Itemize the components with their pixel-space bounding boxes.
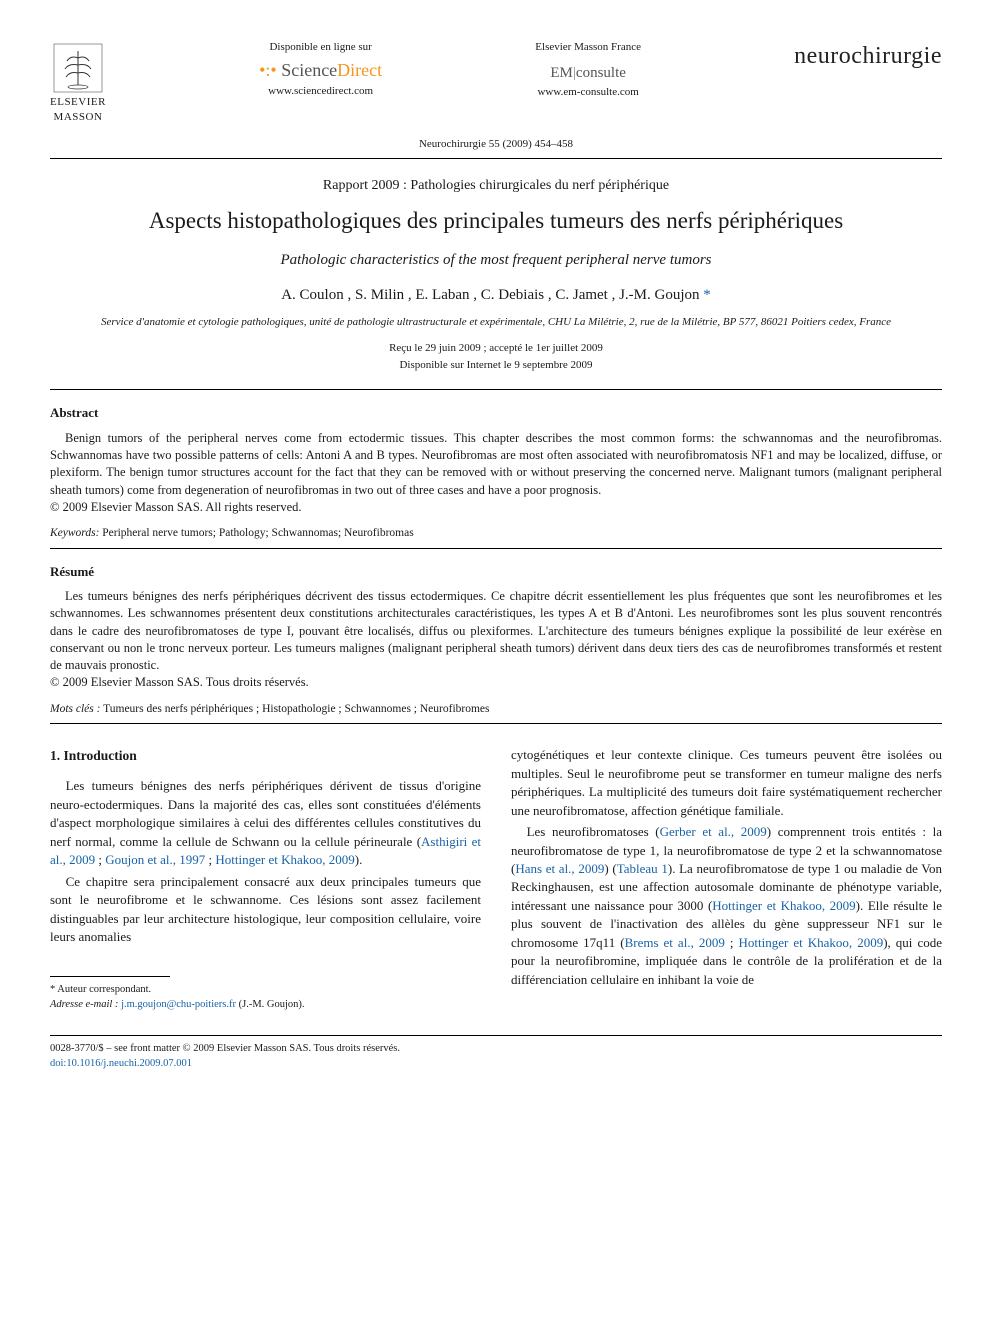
emconsulte-block: Elsevier Masson France EM|consulte www.e… <box>535 40 641 100</box>
top-rule <box>50 158 942 159</box>
sciencedirect-url: www.sciencedirect.com <box>259 84 382 99</box>
authors-names: A. Coulon , S. Milin , E. Laban , C. Deb… <box>281 287 699 303</box>
keywords-fr-list: Tumeurs des nerfs périphériques ; Histop… <box>100 703 489 715</box>
sd-dots-icon: •:• <box>259 60 277 80</box>
doi-link[interactable]: doi:10.1016/j.neuchi.2009.07.001 <box>50 1058 192 1069</box>
email-label: Adresse e-mail : <box>50 999 118 1010</box>
keywords-en-list: Peripheral nerve tumors; Pathology; Schw… <box>99 527 413 539</box>
emconsulte-logo: EM|consulte <box>535 63 641 83</box>
keywords-fr: Mots clés : Tumeurs des nerfs périphériq… <box>50 702 942 718</box>
abs-bottom-rule <box>50 723 942 724</box>
corresponding-footnote: * Auteur correspondant. Adresse e-mail :… <box>50 983 481 1012</box>
intro-p3: cytogénétiques et leur contexte clinique… <box>511 746 942 820</box>
intro-p2: Ce chapitre sera principalement consacré… <box>50 873 481 947</box>
corresponding-mark: * <box>700 287 711 303</box>
em-word1: EM <box>550 65 573 81</box>
received-accepted: Reçu le 29 juin 2009 ; accepté le 1er ju… <box>50 340 942 357</box>
corr-email-line: Adresse e-mail : j.m.goujon@chu-poitiers… <box>50 998 481 1013</box>
cite-brems[interactable]: Brems et al., 2009 <box>625 935 725 950</box>
article-body-columns: 1. Introduction Les tumeurs bénignes des… <box>50 746 942 1013</box>
cite-gerber[interactable]: Gerber et al., 2009 <box>660 824 767 839</box>
right-column: cytogénétiques et leur contexte clinique… <box>511 746 942 1013</box>
abstract-fr-copyright: © 2009 Elsevier Masson SAS. Tous droits … <box>50 674 942 691</box>
elsevier-masson-logo: ELSEVIER MASSON <box>50 40 106 125</box>
abstract-en-body: Benign tumors of the peripheral nerves c… <box>50 430 942 516</box>
abstract-en-text: Benign tumors of the peripheral nerves c… <box>50 430 942 499</box>
citation-line: Neurochirurgie 55 (2009) 454–458 <box>50 137 942 152</box>
article-dates: Reçu le 29 juin 2009 ; accepté le 1er ju… <box>50 340 942 373</box>
keywords-en-label: Keywords: <box>50 527 99 539</box>
cite-hottinger1[interactable]: Hottinger et Khakoo, 2009 <box>215 852 354 867</box>
journal-brand: neurochirurgie <box>794 40 942 72</box>
intro-p4: Les neurofibromatoses (Gerber et al., 20… <box>511 823 942 989</box>
cite-hottinger2[interactable]: Hottinger et Khakoo, 2009 <box>712 898 855 913</box>
elsevier-tree-icon <box>50 40 105 95</box>
section-title: Rapport 2009 : Pathologies chirurgicales… <box>50 177 942 196</box>
left-column: 1. Introduction Les tumeurs bénignes des… <box>50 746 481 1013</box>
online-date: Disponible sur Internet le 9 septembre 2… <box>50 357 942 374</box>
authors-line: A. Coulon , S. Milin , E. Laban , C. Deb… <box>50 285 942 305</box>
sd-word1: Science <box>281 60 337 80</box>
emconsulte-url: www.em-consulte.com <box>535 85 641 100</box>
footer-rule <box>50 1035 942 1036</box>
abstract-fr-text: Les tumeurs bénignes des nerfs périphéri… <box>50 588 942 674</box>
masson-text: MASSON <box>54 110 103 125</box>
abstract-en-copyright: © 2009 Elsevier Masson SAS. All rights r… <box>50 499 942 516</box>
corr-email[interactable]: j.m.goujon@chu-poitiers.fr <box>118 999 236 1010</box>
abstract-fr-body: Les tumeurs bénignes des nerfs périphéri… <box>50 588 942 692</box>
abs-top-rule <box>50 389 942 390</box>
em-publisher-label: Elsevier Masson France <box>535 40 641 55</box>
abstract-en-head: Abstract <box>50 404 942 422</box>
front-matter-line: 0028-3770/$ – see front matter © 2009 El… <box>50 1042 942 1057</box>
abstract-fr-head: Résumé <box>50 563 942 581</box>
sciencedirect-logo: •:• ScienceDirect <box>259 58 382 82</box>
corr-author-label: * Auteur correspondant. <box>50 983 481 998</box>
affiliation-text: Service d'anatomie et cytologie patholog… <box>101 316 891 328</box>
footnote-rule <box>50 976 170 977</box>
ref-tableau1[interactable]: Tableau 1 <box>617 861 668 876</box>
available-online-label: Disponible en ligne sur <box>259 40 382 55</box>
abs-mid-rule <box>50 548 942 549</box>
em-word2: consulte <box>576 65 626 81</box>
corr-email-suffix: (J.-M. Goujon). <box>236 999 305 1010</box>
cite-hans[interactable]: Hans et al., 2009 <box>515 861 604 876</box>
sciencedirect-block: Disponible en ligne sur •:• ScienceDirec… <box>259 40 382 99</box>
article-title: Aspects histopathologiques des principal… <box>50 205 942 236</box>
publisher-banner: ELSEVIER MASSON Disponible en ligne sur … <box>50 40 942 125</box>
article-subtitle: Pathologic characteristics of the most f… <box>50 250 942 270</box>
intro-heading: 1. Introduction <box>50 746 481 765</box>
affiliation: Service d'anatomie et cytologie patholog… <box>50 315 942 330</box>
footer-meta: 0028-3770/$ – see front matter © 2009 El… <box>50 1042 942 1071</box>
keywords-fr-label: Mots clés : <box>50 703 100 715</box>
journal-name: neurochirurgie <box>794 40 942 72</box>
cite-hottinger3[interactable]: Hottinger et Khakoo, 2009 <box>739 935 884 950</box>
cite-goujon[interactable]: Goujon et al., 1997 <box>105 852 205 867</box>
sd-word2: Direct <box>337 60 382 80</box>
keywords-en: Keywords: Peripheral nerve tumors; Patho… <box>50 526 942 542</box>
intro-p1: Les tumeurs bénignes des nerfs périphéri… <box>50 777 481 869</box>
elsevier-text: ELSEVIER <box>50 95 106 110</box>
